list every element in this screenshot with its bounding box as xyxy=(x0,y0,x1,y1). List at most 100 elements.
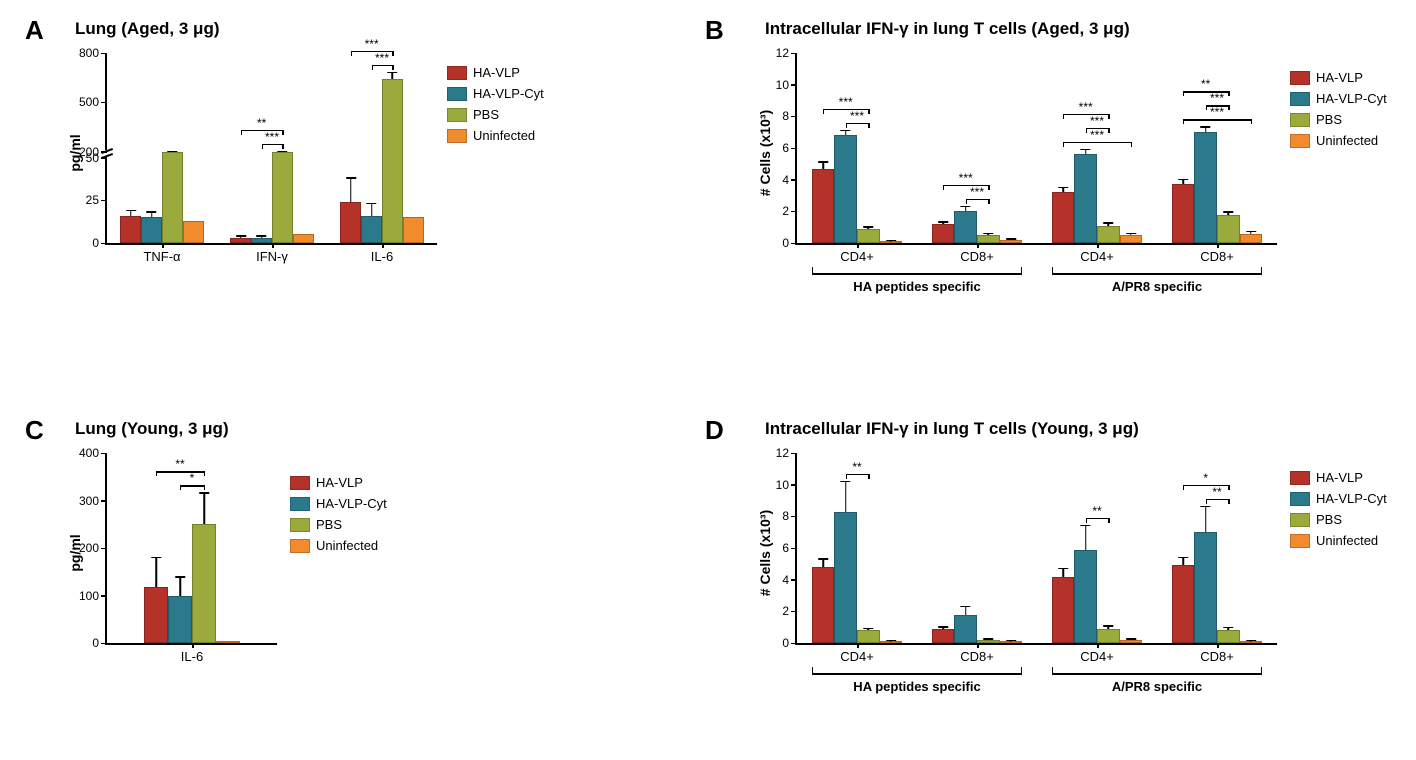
bar xyxy=(1120,235,1143,243)
legend-swatch xyxy=(290,476,310,490)
legend-item: HA-VLP xyxy=(1290,470,1387,485)
bar xyxy=(977,640,1000,643)
x-axis-label: CD4+ xyxy=(840,249,874,264)
legend-label: HA-VLP-Cyt xyxy=(1316,91,1387,106)
panel-a-legend: HA-VLPHA-VLP-CytPBSUninfected xyxy=(447,65,544,149)
x-axis-label: CD8+ xyxy=(1200,249,1234,264)
bar xyxy=(812,567,835,643)
bar xyxy=(144,587,168,643)
panel-d-title: Intracellular IFN-γ in lung T cells (You… xyxy=(765,419,1139,439)
legend-label: HA-VLP-Cyt xyxy=(1316,491,1387,506)
x-axis-label: IL-6 xyxy=(371,249,393,264)
legend-swatch xyxy=(1290,134,1310,148)
supergroup-label: HA peptides specific xyxy=(853,279,980,294)
significance-marker: *** xyxy=(970,185,984,199)
bar xyxy=(954,615,977,644)
bar xyxy=(192,524,216,643)
significance-marker: *** xyxy=(1090,114,1104,128)
significance-marker: *** xyxy=(1090,128,1104,142)
panel-b-plot: 024681012CD4+CD8+CD4+CD8+HA peptides spe… xyxy=(795,53,1277,245)
legend-item: Uninfected xyxy=(1290,533,1387,548)
y-tick-label: 500 xyxy=(57,95,99,109)
panel-a-label: A xyxy=(25,15,44,46)
supergroup-label: A/PR8 specific xyxy=(1112,279,1202,294)
bar xyxy=(1194,532,1217,643)
panel-a-plot: 02550200500800TNF-αIFN-γIL-6*********** xyxy=(105,53,437,245)
legend-swatch xyxy=(1290,534,1310,548)
y-tick-label: 100 xyxy=(57,589,99,603)
y-tick-label: 0 xyxy=(57,236,99,250)
y-tick-label: 8 xyxy=(747,509,789,523)
bar xyxy=(932,224,955,243)
bar xyxy=(1052,192,1075,243)
bar xyxy=(141,217,162,243)
legend-label: PBS xyxy=(1316,112,1342,127)
legend-label: Uninfected xyxy=(473,128,535,143)
y-tick-label: 200 xyxy=(57,145,99,159)
panel-c-title: Lung (Young, 3 μg) xyxy=(75,419,229,439)
bar xyxy=(1240,234,1263,244)
bar xyxy=(1172,184,1195,243)
supergroup-label: HA peptides specific xyxy=(853,679,980,694)
x-axis-label: CD4+ xyxy=(1080,649,1114,664)
panel-c-legend: HA-VLPHA-VLP-CytPBSUninfected xyxy=(290,475,387,559)
legend-item: PBS xyxy=(1290,112,1387,127)
y-tick-label: 400 xyxy=(57,446,99,460)
legend-label: HA-VLP-Cyt xyxy=(316,496,387,511)
significance-marker: *** xyxy=(365,37,379,51)
significance-marker: * xyxy=(1203,471,1208,485)
x-axis-label: CD4+ xyxy=(840,649,874,664)
legend-item: HA-VLP-Cyt xyxy=(1290,91,1387,106)
significance-marker: *** xyxy=(1079,100,1093,114)
bar xyxy=(251,238,272,243)
y-tick-label: 12 xyxy=(747,446,789,460)
bar xyxy=(1240,641,1263,643)
legend-swatch xyxy=(447,129,467,143)
bar xyxy=(1074,154,1097,243)
bar xyxy=(954,211,977,243)
bar xyxy=(216,641,240,643)
legend-label: PBS xyxy=(473,107,499,122)
bar xyxy=(834,135,857,243)
legend-label: HA-VLP-Cyt xyxy=(473,86,544,101)
bar xyxy=(183,221,204,243)
panel-a-title: Lung (Aged, 3 μg) xyxy=(75,19,220,39)
bar xyxy=(880,641,903,643)
x-axis-label: CD8+ xyxy=(1200,649,1234,664)
y-tick-label: 2 xyxy=(747,604,789,618)
legend-label: PBS xyxy=(316,517,342,532)
bar xyxy=(382,79,403,243)
bar xyxy=(272,152,293,244)
bar xyxy=(977,235,1000,243)
bar xyxy=(1052,577,1075,644)
legend-swatch xyxy=(290,497,310,511)
panel-b: B Intracellular IFN-γ in lung T cells (A… xyxy=(695,15,1416,345)
bar xyxy=(857,630,880,643)
figure-grid: A Lung (Aged, 3 μg) pg/ml 02550200500800… xyxy=(15,15,1401,745)
bar xyxy=(932,629,955,643)
y-tick-label: 10 xyxy=(747,478,789,492)
y-tick-label: 25 xyxy=(57,193,99,207)
y-tick-label: 200 xyxy=(57,541,99,555)
panel-c-label: C xyxy=(25,415,44,446)
panel-a: A Lung (Aged, 3 μg) pg/ml 02550200500800… xyxy=(15,15,695,345)
bar xyxy=(168,596,192,644)
y-tick-label: 300 xyxy=(57,494,99,508)
panel-d-label: D xyxy=(705,415,724,446)
significance-marker: *** xyxy=(1210,91,1224,105)
bar xyxy=(361,216,382,243)
bar xyxy=(230,238,251,243)
y-tick-label: 4 xyxy=(747,573,789,587)
y-tick-label: 6 xyxy=(747,541,789,555)
legend-swatch xyxy=(1290,71,1310,85)
x-axis-label: IFN-γ xyxy=(256,249,288,264)
legend-label: Uninfected xyxy=(1316,533,1378,548)
significance-marker: *** xyxy=(839,95,853,109)
bar xyxy=(1000,240,1023,243)
legend-label: PBS xyxy=(1316,512,1342,527)
legend-label: Uninfected xyxy=(1316,133,1378,148)
bar xyxy=(293,234,314,243)
legend-swatch xyxy=(447,66,467,80)
y-tick-label: 10 xyxy=(747,78,789,92)
y-tick-label: 8 xyxy=(747,109,789,123)
